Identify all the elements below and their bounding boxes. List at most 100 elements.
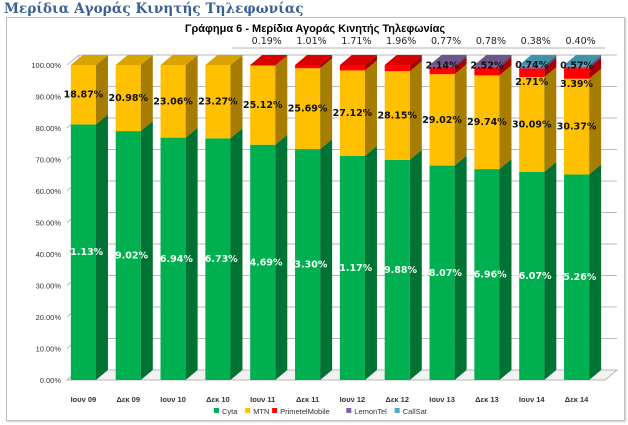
- legend-item-cyta[interactable]: Cyta: [214, 407, 238, 416]
- bar-cyta-front: [160, 137, 186, 380]
- bar-mtn-front: [384, 71, 410, 160]
- bar-stack: [115, 55, 153, 380]
- data-label-primetelmobile: 1.71%: [341, 36, 371, 47]
- bar-mtn-side: [275, 55, 288, 145]
- bar-cyta-front: [205, 138, 231, 380]
- bar-callsat-side: [589, 55, 602, 67]
- data-label-mtn: 29.74%: [467, 117, 507, 128]
- data-label-callsat: 0.40%: [565, 36, 595, 47]
- data-label-cyta: 66.96%: [467, 270, 507, 281]
- bar-cyta-side: [95, 114, 108, 381]
- data-label-cyta: 66.07%: [512, 271, 552, 282]
- data-label-mtn: 28.15%: [377, 111, 417, 122]
- legend-item-mtn[interactable]: MTN: [245, 407, 269, 416]
- y-tick-label: 60.00%: [36, 187, 62, 196]
- data-label-lemontel: 0.77%: [431, 36, 461, 47]
- bar-stack: [295, 55, 333, 380]
- bar-cyta-front: [519, 171, 545, 380]
- bar-mtn-top: [70, 55, 108, 65]
- y-tick-label: 10.00%: [36, 345, 62, 354]
- data-label-mtn: 20.98%: [108, 93, 148, 104]
- bar-callsat-side: [544, 55, 557, 67]
- x-tick-label: Δεκ 12: [385, 395, 409, 404]
- bar-cyta-front: [339, 155, 365, 380]
- data-label-cyta: 76.73%: [198, 254, 238, 265]
- bar-mtn-front: [250, 65, 276, 145]
- bar-callsat-top: [519, 55, 557, 66]
- bar-mtn-side: [499, 65, 512, 170]
- data-label-mtn: 30.09%: [512, 119, 552, 130]
- legend-item-primetelmobile[interactable]: PrimetelMobile: [272, 407, 330, 416]
- bar-cyta-front: [384, 159, 410, 380]
- data-label-cyta: 68.07%: [422, 268, 462, 279]
- bar-primetelmobile-front: [339, 65, 365, 71]
- bar-primetelmobile-side: [454, 57, 467, 75]
- data-label-mtn: 25.69%: [288, 104, 328, 115]
- bar-cyta-side: [499, 159, 512, 380]
- bar-stack: [474, 55, 512, 380]
- data-label-callsat: 0.38%: [521, 36, 551, 47]
- y-tick-label: 70.00%: [36, 156, 62, 165]
- bar-mtn-side: [544, 67, 557, 172]
- x-tick-label: Δεκ 10: [206, 395, 230, 404]
- data-label-cyta: 69.88%: [377, 265, 417, 276]
- bar-mtn-side: [589, 68, 602, 175]
- legend-label: MTN: [253, 407, 269, 416]
- bar-mtn-front: [295, 68, 321, 150]
- bar-callsat-front: [564, 65, 590, 67]
- data-label-mtn: 23.06%: [153, 96, 193, 107]
- bar-stack: [519, 55, 557, 380]
- x-tick-label: Ιουν 11: [250, 395, 275, 404]
- bar-lemontel-front: [474, 65, 500, 68]
- legend-swatch: [394, 408, 400, 413]
- data-label-cyta: 76.94%: [153, 254, 193, 265]
- bar-mtn-front: [429, 74, 455, 166]
- x-tick-label: Δεκ 14: [565, 395, 589, 404]
- bar-mtn-front: [70, 65, 96, 125]
- y-tick-label: 50.00%: [36, 219, 62, 228]
- bar-mtn-side: [454, 64, 467, 166]
- x-tick-label: Ιουν 14: [519, 395, 545, 404]
- y-tick-label: 80.00%: [36, 124, 62, 133]
- bar-stack: [70, 55, 108, 381]
- legend-item-lemontel[interactable]: LemonTel: [346, 407, 387, 416]
- bar-cyta-front: [70, 124, 96, 381]
- bar-cyta-side: [364, 145, 377, 380]
- x-tick-label: Ιουν 09: [71, 395, 97, 404]
- y-tick-label: 30.00%: [36, 282, 62, 291]
- chart-frame: Γράφημα 6 - Μερίδια Αγοράς Κινητής Τηλεφ…: [6, 17, 625, 421]
- bar-mtn-front: [115, 65, 141, 132]
- bar-lemontel-front: [564, 66, 590, 69]
- data-label-cyta: 73.30%: [288, 260, 328, 271]
- bar-primetelmobile-top: [339, 55, 377, 65]
- market-share-chart: Γράφημα 6 - Μερίδια Αγοράς Κινητής Τηλεφ…: [31, 23, 619, 416]
- y-tick-label: 40.00%: [36, 250, 62, 259]
- bar-primetelmobile-side: [364, 55, 377, 71]
- bar-lemontel-side: [454, 55, 467, 68]
- legend-label: Cyta: [222, 407, 238, 416]
- legend-swatch: [272, 408, 278, 413]
- bar-lemontel-side: [589, 56, 602, 69]
- x-tick-label: Ιουν 13: [429, 395, 455, 404]
- bar-mtn-side: [320, 58, 333, 150]
- legend[interactable]: Cyta MTN PrimetelMobile LemonTel CallSat: [214, 407, 428, 416]
- bar-stack: [384, 55, 422, 380]
- bar-mtn-top: [160, 55, 198, 65]
- data-label-cyta: 74.69%: [243, 257, 283, 268]
- y-axis: 0.00% 10.00% 20.00% 30.00% 40.00% 50.00% 60.00…: [31, 61, 61, 385]
- bar-cyta-front: [250, 144, 276, 380]
- data-label-mtn: 25.12%: [243, 100, 283, 111]
- bar-cyta-side: [140, 121, 153, 380]
- x-tick-label: Δεκ 11: [296, 395, 319, 404]
- bar-lemontel-front: [429, 65, 455, 68]
- bar-mtn-side: [185, 55, 198, 138]
- bar-stack: [339, 55, 377, 380]
- bar-primetelmobile-top: [295, 55, 333, 65]
- legend-item-callsat[interactable]: CallSat: [394, 407, 428, 416]
- bar-stack: [205, 55, 243, 380]
- legend-swatch: [346, 408, 352, 413]
- gridline-side: [66, 54, 80, 66]
- x-tick-label: Δεκ 13: [475, 395, 499, 404]
- bar-stack: [429, 55, 467, 380]
- bar-primetelmobile-side: [544, 58, 557, 78]
